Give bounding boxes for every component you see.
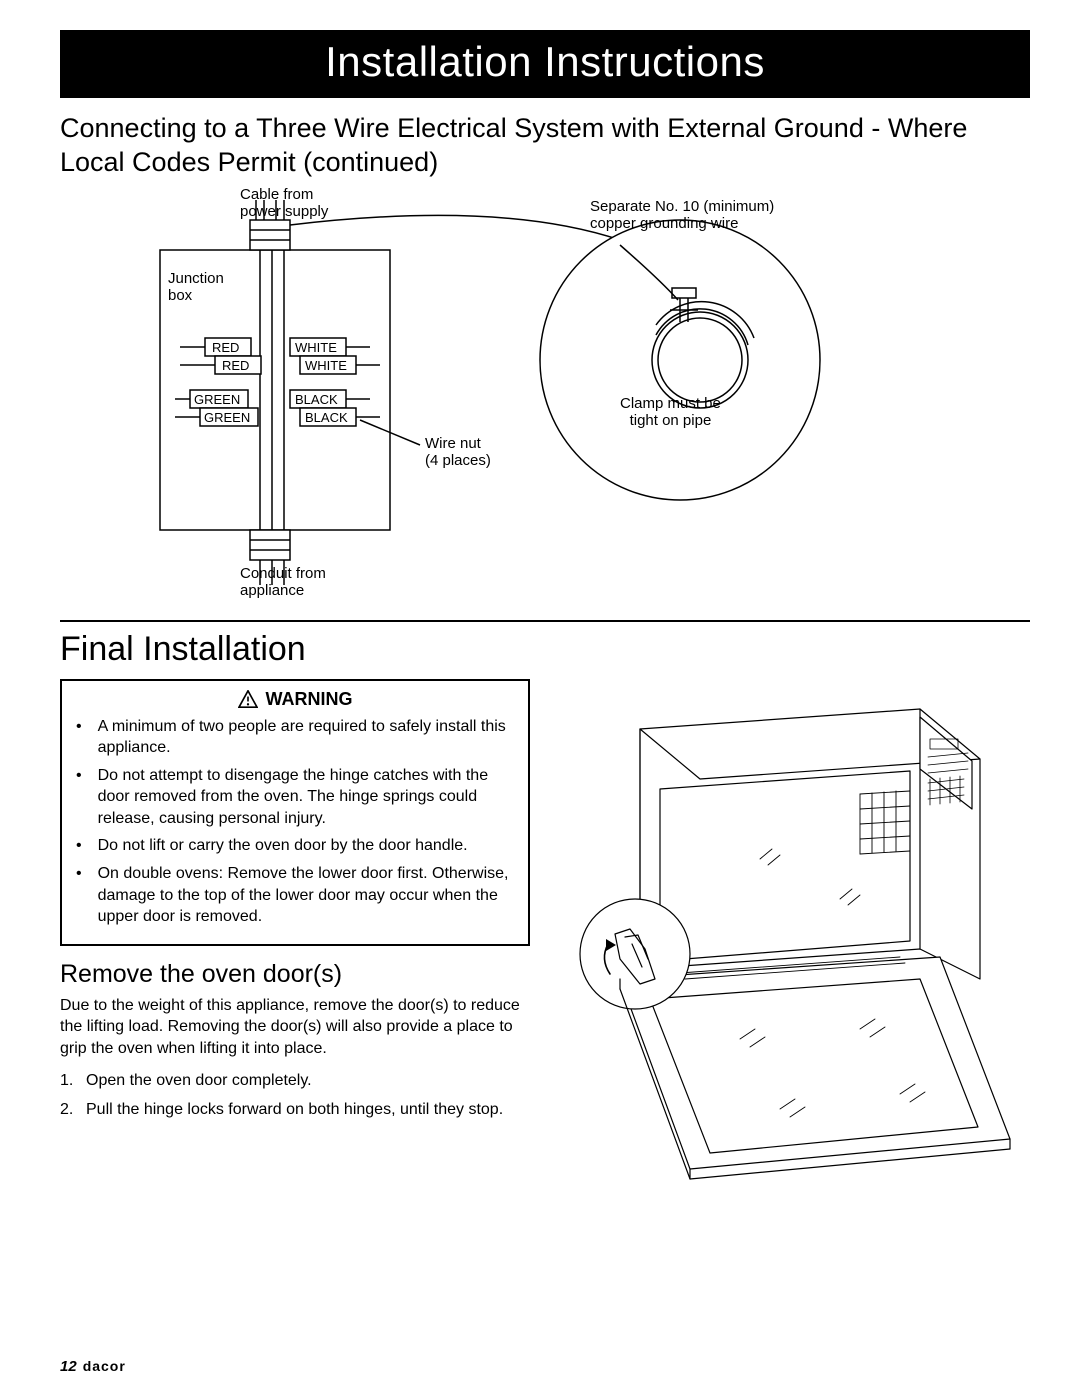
- svg-text:GREEN: GREEN: [204, 410, 250, 425]
- wiring-diagram: RED RED GREEN GREEN WHITE WHITE BLACK BL…: [60, 190, 880, 610]
- warning-item: On double ovens: Remove the lower door f…: [74, 863, 516, 928]
- label-separate: Separate No. 10 (minimum)copper groundin…: [590, 198, 774, 233]
- warning-title: WARNING: [74, 689, 516, 710]
- svg-text:BLACK: BLACK: [305, 410, 348, 425]
- step-item: Open the oven door completely.: [60, 1070, 530, 1092]
- page-footer: 12 dacor: [60, 1358, 126, 1375]
- section-heading: Connecting to a Three Wire Electrical Sy…: [60, 112, 1030, 180]
- warning-item: Do not lift or carry the oven door by th…: [74, 835, 516, 857]
- label-wirenut: Wire nut(4 places): [425, 435, 491, 470]
- divider: [60, 620, 1030, 622]
- label-junction: Junctionbox: [168, 270, 224, 305]
- title-bar: Installation Instructions: [60, 30, 1030, 98]
- svg-text:WHITE: WHITE: [305, 358, 347, 373]
- step-item: Pull the hinge locks forward on both hin…: [60, 1099, 530, 1121]
- label-conduit: Conduit fromappliance: [240, 565, 326, 600]
- oven-diagram: [560, 679, 1030, 1204]
- warning-icon: [238, 690, 258, 708]
- svg-text:RED: RED: [212, 340, 239, 355]
- warning-box: WARNING A minimum of two people are requ…: [60, 679, 530, 946]
- steps-list: Open the oven door completely. Pull the …: [60, 1070, 530, 1121]
- remove-door-body: Due to the weight of this appliance, rem…: [60, 995, 530, 1060]
- brand-logo: dacor: [83, 1358, 126, 1374]
- final-installation-heading: Final Installation: [60, 630, 1030, 669]
- page-number: 12: [60, 1358, 77, 1375]
- warning-item: Do not attempt to disengage the hinge ca…: [74, 765, 516, 830]
- svg-text:RED: RED: [222, 358, 249, 373]
- svg-text:BLACK: BLACK: [295, 392, 338, 407]
- warning-list: A minimum of two people are required to …: [74, 716, 516, 928]
- label-cable: Cable frompower supply: [240, 186, 328, 221]
- label-clamp: Clamp must betight on pipe: [620, 395, 721, 430]
- svg-text:WHITE: WHITE: [295, 340, 337, 355]
- remove-door-heading: Remove the oven door(s): [60, 960, 530, 989]
- warning-item: A minimum of two people are required to …: [74, 716, 516, 759]
- svg-text:GREEN: GREEN: [194, 392, 240, 407]
